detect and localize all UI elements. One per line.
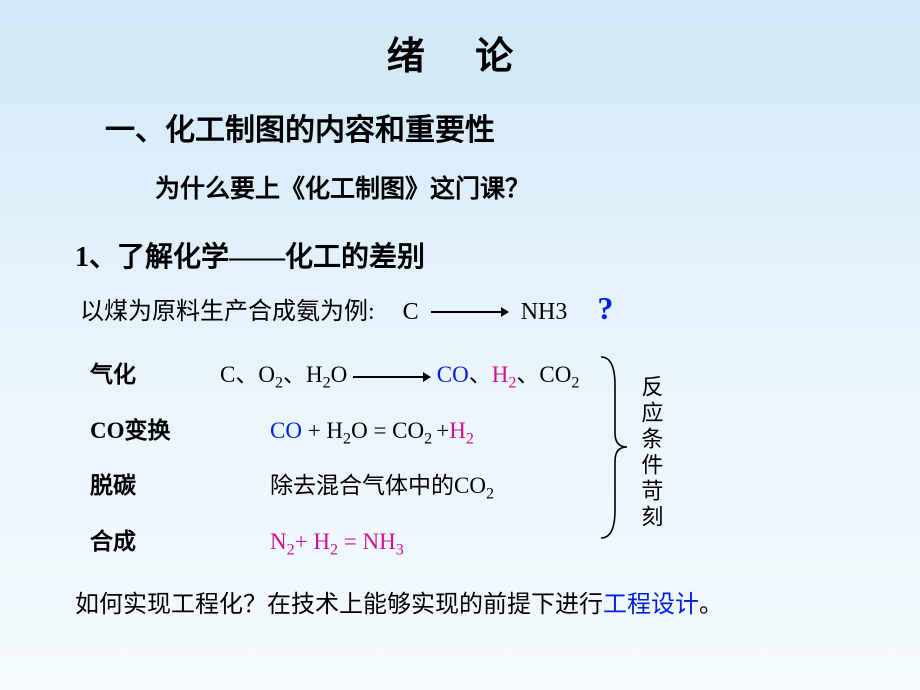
question-mark: ? bbox=[597, 290, 613, 327]
arrow-icon bbox=[431, 305, 509, 319]
step-row-decarb: 脱碳 除去混合气体中的CO2 bbox=[90, 466, 579, 504]
step-content: C、O2、H2O CO、H2、CO2 bbox=[220, 355, 579, 393]
example-prefix: 以煤为原料生产合成氨为例: bbox=[80, 291, 375, 326]
question-line: 为什么要上《化工制图》这门课？ bbox=[155, 169, 870, 205]
brace-icon bbox=[599, 355, 629, 540]
step-row-synthesis: 合成 N2+ H2 = NH3 bbox=[90, 522, 579, 560]
page-title: 绪 论 bbox=[50, 25, 870, 80]
footer-pre: 如何实现工程化？在技术上能够实现的前提下进行 bbox=[75, 592, 603, 618]
step-row-gasification: 气化 C、O2、H2O CO、H2、CO2 bbox=[90, 355, 579, 393]
step-label: COCO变换变换 bbox=[90, 411, 270, 445]
footer-line: 如何实现工程化？在技术上能够实现的前提下进行工程设计。 bbox=[75, 584, 870, 619]
step-label: 气化 bbox=[90, 355, 220, 389]
steps-container: 气化 C、O2、H2O CO、H2、CO2 COCO变换变换 CO + H2O … bbox=[90, 355, 870, 559]
step-content: CO + H2O = CO2 +H2 bbox=[270, 418, 474, 449]
footer-highlight: 工程设计 bbox=[603, 592, 699, 618]
example-line: 以煤为原料生产合成氨为例: C NH3 ? bbox=[80, 290, 870, 327]
arrow-icon bbox=[353, 370, 431, 384]
brace-label: 反应条件苛刻 bbox=[634, 375, 666, 531]
slide: 绪 论 一、化工制图的内容和重要性 为什么要上《化工制图》这门课？ 1、了解化学… bbox=[0, 0, 920, 690]
step-content: N2+ H2 = NH3 bbox=[270, 529, 404, 560]
step-content: 除去混合气体中的CO2 bbox=[270, 466, 494, 504]
example-right: NH3 bbox=[521, 299, 568, 326]
sub-heading: 1、了解化学——化工的差别 bbox=[75, 235, 870, 275]
step-label: 合成 bbox=[90, 522, 270, 556]
example-left: C bbox=[403, 299, 419, 326]
footer-post: 。 bbox=[699, 592, 723, 618]
step-row-shift: COCO变换变换 CO + H2O = CO2 +H2 bbox=[90, 411, 579, 449]
step-label: 脱碳 bbox=[90, 466, 270, 500]
brace-column: 反应条件苛刻 bbox=[599, 355, 639, 559]
steps-column: 气化 C、O2、H2O CO、H2、CO2 COCO变换变换 CO + H2O … bbox=[90, 355, 579, 559]
section-heading: 一、化工制图的内容和重要性 bbox=[105, 105, 870, 149]
